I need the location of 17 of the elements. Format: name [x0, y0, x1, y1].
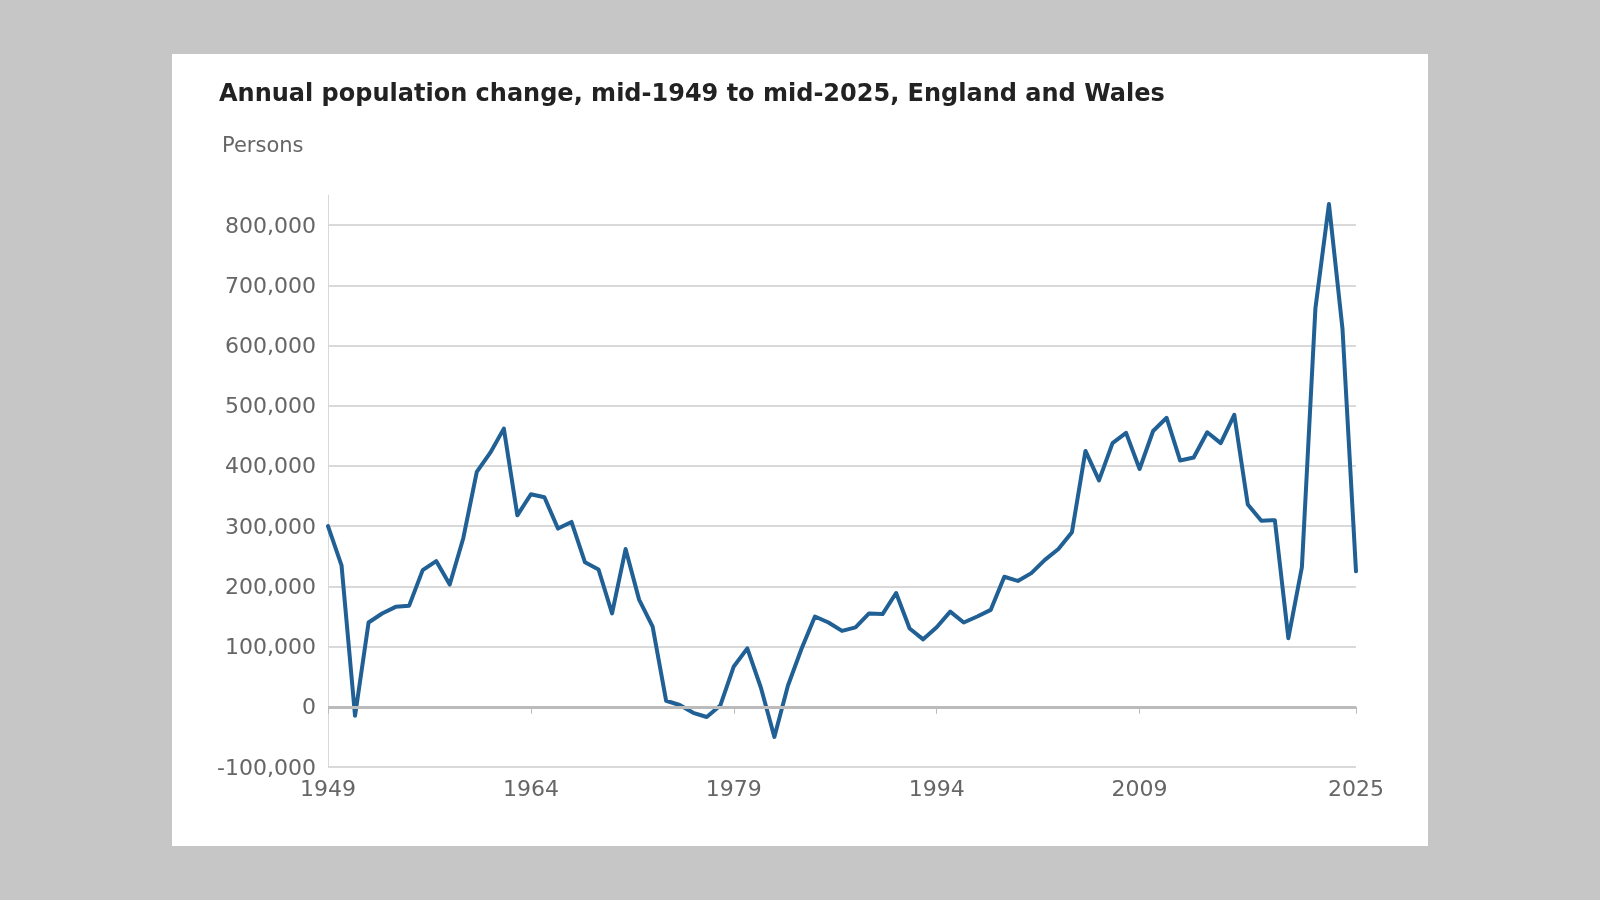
y-tick-label: 0 — [302, 694, 316, 720]
y-tick-label: 500,000 — [225, 393, 316, 419]
line-series — [326, 202, 1358, 739]
x-tick-label: 1994 — [908, 775, 965, 801]
y-tick-label: 700,000 — [225, 272, 316, 298]
x-tick-label: 2009 — [1111, 775, 1168, 801]
y-tick-label: 800,000 — [225, 212, 316, 238]
y-axis-title: Persons — [222, 132, 304, 157]
y-tick-label: 600,000 — [225, 333, 316, 359]
x-tick-label: 1979 — [705, 775, 762, 801]
y-tick-label: 400,000 — [225, 453, 316, 479]
chart-title: Annual population change, mid-1949 to mid-2025, England and Wales — [219, 79, 1165, 107]
y-tick-label: 100,000 — [225, 634, 316, 660]
x-tick-label: 1964 — [502, 775, 559, 801]
x-tick-label: 2025 — [1328, 775, 1384, 801]
y-tick-label: 200,000 — [225, 573, 316, 599]
y-tick-label: 300,000 — [225, 513, 316, 539]
